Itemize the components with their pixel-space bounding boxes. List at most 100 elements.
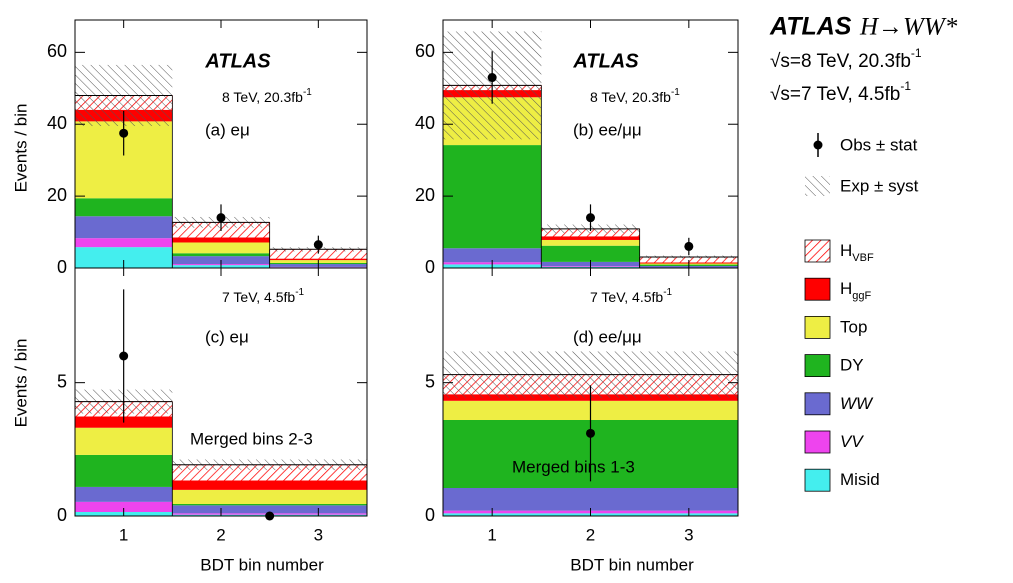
y-tick-label: 0 — [425, 257, 435, 277]
data-point — [684, 241, 694, 251]
panel-label: (d) ee/μμ — [573, 327, 642, 346]
legend-name: Misid — [840, 471, 880, 490]
panel-note: Merged bins 1-3 — [512, 457, 635, 476]
data-point — [119, 351, 129, 361]
legend-sub: VBF — [852, 252, 874, 264]
panel-energy: 7 TeV, 4.5fb-1 — [590, 287, 673, 305]
panel-label: (c) eμ — [205, 327, 249, 346]
x-tick-label: 3 — [684, 525, 693, 544]
panel-note: Merged bins 2-3 — [190, 429, 313, 448]
x-tick-label: 1 — [119, 525, 128, 544]
energy-text: 8 TeV, 20.3fb — [590, 89, 671, 105]
stack-segment — [75, 216, 173, 239]
legend-label: VV — [840, 432, 864, 451]
x-tick-label: 2 — [216, 525, 225, 544]
y-axis-label: Events / bin — [11, 104, 30, 193]
stack-segment — [443, 248, 542, 263]
legend-name: VV — [840, 432, 864, 451]
legend-swatch — [804, 392, 831, 416]
header-text: √s=8 TeV, 20.3fb — [770, 51, 911, 72]
panel-energy: 8 TeV, 20.3fb-1 — [222, 87, 312, 105]
stack-segment — [75, 198, 173, 217]
legend-label: HggF — [840, 280, 872, 302]
stack-segment — [443, 145, 542, 249]
stack-segment — [75, 247, 173, 268]
header-line: √s=8 TeV, 20.3fb-1 — [770, 46, 922, 72]
header-line: √s=7 TeV, 4.5fb-1 — [770, 79, 911, 105]
legend-label: Top — [840, 318, 867, 337]
legend-name: H — [840, 241, 852, 260]
stack-segment — [541, 239, 640, 246]
header-atlas: ATLAS — [769, 13, 852, 41]
header-text: √s=7 TeV, 4.5fb — [770, 84, 900, 105]
energy-sup: -1 — [303, 87, 312, 98]
stack-segment — [172, 489, 367, 504]
stack-segment — [172, 237, 270, 243]
x-tick-label: 2 — [586, 525, 595, 544]
stack-segment — [172, 253, 270, 257]
legend-obs: Obs ± stat — [840, 135, 918, 154]
legend-name: DY — [840, 356, 864, 375]
stack-segment — [541, 245, 640, 262]
x-tick-label: 1 — [487, 525, 496, 544]
legend-swatch — [804, 468, 831, 492]
energy-sup: -1 — [671, 87, 680, 98]
panel-label: (a) eμ — [205, 120, 250, 139]
x-tick-label: 3 — [314, 525, 323, 544]
legend-swatch — [804, 277, 831, 301]
stack-segment — [269, 259, 367, 261]
stack-segment — [172, 505, 367, 514]
legend-name: H — [840, 280, 852, 299]
y-tick-label: 0 — [57, 257, 67, 277]
y-tick-label: 60 — [47, 41, 67, 61]
y-tick-label: 40 — [47, 113, 67, 133]
panel-atlas: ATLAS — [572, 50, 639, 72]
y-tick-label: 5 — [425, 371, 435, 391]
x-axis-label: BDT bin number — [570, 555, 694, 574]
stack-segment — [75, 454, 173, 487]
data-point — [313, 240, 323, 250]
legend-name: Top — [840, 318, 867, 337]
data-point — [119, 128, 129, 138]
stack-segment — [172, 242, 270, 254]
panel-energy: 7 TeV, 4.5fb-1 — [222, 287, 305, 305]
panel-atlas: ATLAS — [204, 50, 271, 72]
y-tick-label: 0 — [425, 505, 435, 525]
data-point — [487, 73, 497, 83]
energy-text: 7 TeV, 4.5fb — [590, 289, 663, 305]
header-process: H→WW* — [859, 14, 958, 41]
panel-energy: 8 TeV, 20.3fb-1 — [590, 87, 680, 105]
energy-text: 7 TeV, 4.5fb — [222, 289, 295, 305]
stack-segment — [172, 504, 367, 506]
y-tick-label: 0 — [57, 505, 67, 525]
y-axis-label: Events / bin — [11, 339, 30, 428]
stack-segment — [443, 488, 738, 511]
stack-segment — [75, 501, 173, 512]
data-point — [586, 428, 595, 438]
y-tick-label: 20 — [415, 185, 435, 205]
legend-swatch — [804, 239, 831, 263]
stack-segment — [541, 236, 640, 240]
y-tick-label: 20 — [47, 185, 67, 205]
data-point — [216, 213, 226, 223]
y-tick-label: 60 — [415, 41, 435, 61]
stack-segment — [75, 238, 173, 248]
legend-obs-marker — [813, 140, 823, 150]
panel-label: (b) ee/μμ — [573, 120, 642, 139]
y-tick-label: 40 — [415, 113, 435, 133]
stack-segment — [172, 480, 367, 490]
legend-label: Misid — [840, 471, 880, 490]
legend-name: WW — [840, 394, 874, 413]
legend-label: WW — [840, 394, 874, 413]
energy-text: 8 TeV, 20.3fb — [222, 89, 303, 105]
y-tick-label: 5 — [57, 371, 67, 391]
energy-sup: -1 — [663, 287, 672, 298]
header-sup: -1 — [900, 79, 911, 93]
stack-segment — [75, 486, 173, 502]
header-sup: -1 — [911, 46, 922, 60]
x-axis-label: BDT bin number — [200, 555, 324, 574]
legend-exp: Exp ± syst — [840, 176, 919, 195]
legend-swatch — [804, 315, 831, 339]
legend-label: DY — [840, 356, 864, 375]
